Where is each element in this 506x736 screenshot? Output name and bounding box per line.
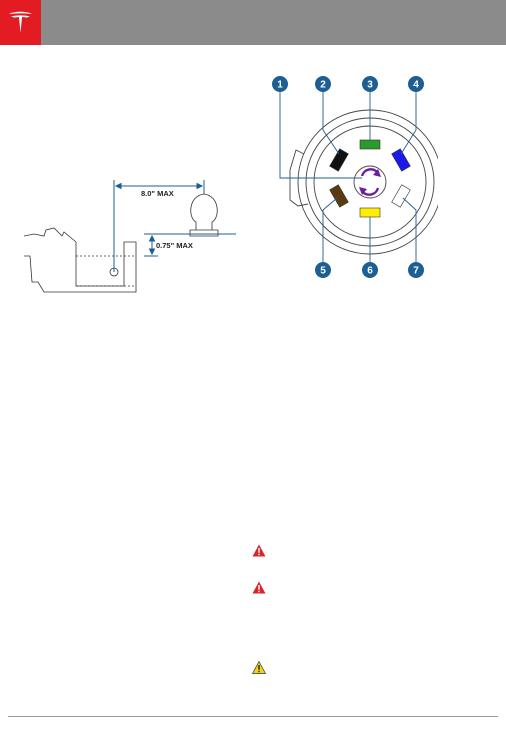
seven-pin-connector-diagram: 1 2 3 4 5 6 7: [272, 76, 438, 278]
callout-leader-lines: [279, 92, 417, 262]
hitch-ball: [189, 193, 219, 237]
tesla-logo-icon: [0, 0, 41, 45]
connector-pins: [329, 139, 411, 218]
pin-2-black: [329, 148, 349, 172]
callout-7: 7: [408, 262, 424, 278]
pin-1-center-purple: [359, 168, 381, 196]
svg-text:2: 2: [320, 80, 326, 91]
receiver-tube: [24, 227, 137, 293]
pin-5-brown: [329, 184, 349, 208]
callout-4: 4: [408, 76, 424, 92]
svg-text:1: 1: [277, 80, 283, 91]
pin-3-green: [359, 139, 381, 150]
page-header: [0, 0, 506, 45]
hitch-dimension-diagram: 8.0" MAX 0.75" MAX: [24, 180, 236, 293]
pin-callouts: 1 2 3 4 5 6 7: [272, 76, 424, 278]
svg-text:4: 4: [413, 80, 419, 91]
svg-text:3: 3: [367, 80, 373, 91]
callout-3: 3: [362, 76, 378, 92]
footer-divider: [8, 716, 498, 717]
callout-2: 2: [315, 76, 331, 92]
max-length-label: 8.0" MAX: [141, 189, 174, 198]
dimension-lines: [113, 180, 236, 272]
svg-text:6: 6: [367, 266, 373, 277]
caution-yellow-icon: [252, 661, 266, 674]
pin-6-yellow: [359, 207, 381, 218]
svg-text:5: 5: [320, 266, 326, 277]
pin-4-blue: [391, 148, 411, 172]
callout-6: 6: [362, 262, 378, 278]
callout-1: 1: [272, 76, 288, 92]
svg-text:7: 7: [413, 266, 419, 277]
max-height-label: 0.75" MAX: [156, 241, 193, 250]
pin-7-white: [391, 184, 411, 208]
callout-5: 5: [315, 262, 331, 278]
warning-red-icon: [252, 581, 266, 594]
warning-red-icon: [252, 544, 266, 557]
